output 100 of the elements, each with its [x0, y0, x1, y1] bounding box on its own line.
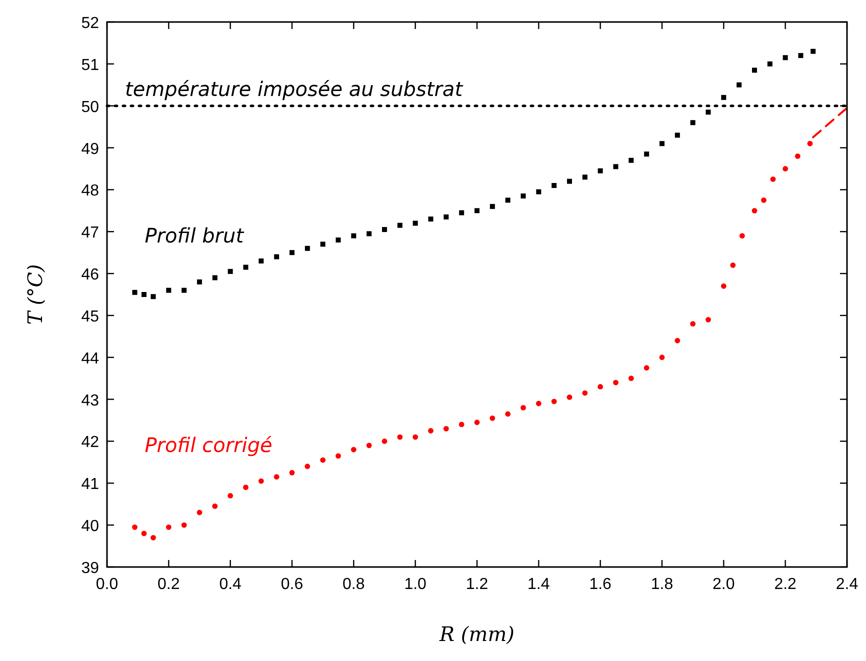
- point: [782, 55, 788, 60]
- point: [752, 68, 757, 73]
- point: [366, 231, 372, 236]
- point: [798, 53, 804, 58]
- point: [150, 294, 156, 300]
- point: [582, 390, 588, 396]
- y-tick-label: 42: [81, 434, 100, 452]
- y-tick-label: 41: [81, 476, 100, 494]
- point: [761, 197, 766, 203]
- point: [366, 442, 372, 448]
- point: [142, 292, 146, 297]
- point: [690, 120, 696, 126]
- point: [150, 534, 156, 540]
- point: [505, 411, 511, 417]
- point: [720, 283, 726, 289]
- point: [752, 208, 758, 214]
- series-label: Profil brut: [144, 223, 245, 248]
- point: [807, 140, 813, 146]
- point: [197, 279, 202, 284]
- point: [551, 398, 557, 404]
- point: [474, 420, 480, 426]
- point: [552, 183, 557, 188]
- point: [628, 158, 634, 163]
- y-tick-label: 47: [81, 224, 100, 242]
- point: [274, 254, 280, 260]
- point: [644, 365, 650, 371]
- point: [628, 376, 634, 382]
- point: [739, 233, 745, 239]
- point: [444, 214, 449, 220]
- y-tick-label: 45: [81, 308, 100, 326]
- point: [228, 493, 234, 498]
- point: [567, 178, 572, 184]
- point: [566, 394, 572, 400]
- point: [428, 216, 434, 222]
- point: [336, 453, 341, 459]
- point: [659, 354, 665, 360]
- y-tick-label: 49: [81, 140, 100, 158]
- point: [706, 316, 711, 322]
- y-tick-label: 51: [81, 56, 100, 74]
- point: [613, 164, 618, 170]
- x-tick-label: 1.4: [528, 576, 550, 593]
- point: [520, 404, 526, 410]
- series-label: Profil corrigé: [144, 433, 272, 458]
- y-tick-label: 48: [81, 182, 100, 200]
- point: [132, 524, 138, 530]
- point: [770, 176, 776, 182]
- point: [351, 233, 356, 238]
- y-tick-label: 39: [81, 560, 100, 577]
- point: [674, 338, 680, 344]
- point: [132, 290, 138, 295]
- point: [397, 434, 403, 440]
- point: [166, 288, 172, 293]
- x-tick-label: 1.0: [404, 576, 427, 593]
- point: [474, 208, 480, 214]
- x-tick-label: 0.0: [96, 576, 118, 593]
- y-tick-label: 46: [81, 266, 100, 284]
- point: [458, 422, 464, 428]
- x-tick-label: 0.4: [219, 576, 242, 593]
- point: [660, 141, 664, 146]
- point: [304, 246, 310, 251]
- point: [243, 264, 248, 270]
- y-tick-label: 44: [81, 350, 100, 368]
- x-tick-label: 0.6: [280, 576, 304, 593]
- y-axis-title: T (°C): [23, 264, 47, 325]
- point: [505, 198, 510, 203]
- point: [536, 189, 542, 194]
- point: [228, 268, 233, 274]
- point: [350, 446, 356, 452]
- point: [810, 48, 816, 54]
- x-tick-label: 2.0: [712, 576, 735, 593]
- point: [412, 220, 418, 226]
- point: [382, 438, 388, 444]
- point: [598, 384, 604, 390]
- point: [598, 168, 603, 174]
- point: [490, 415, 496, 421]
- y-tick-label: 50: [81, 98, 100, 116]
- ref-line-label: température imposée au substrat: [125, 76, 464, 101]
- point: [243, 484, 248, 490]
- point: [674, 132, 680, 138]
- point: [258, 258, 264, 264]
- point: [443, 426, 449, 432]
- point: [520, 193, 526, 198]
- point: [767, 61, 772, 66]
- point: [428, 428, 434, 434]
- point: [730, 262, 736, 268]
- point: [736, 82, 742, 88]
- point: [166, 524, 172, 530]
- point: [794, 153, 800, 159]
- y-tick-label: 40: [81, 518, 100, 536]
- point: [397, 222, 402, 228]
- point: [141, 530, 147, 536]
- point: [613, 380, 618, 386]
- point: [459, 210, 464, 216]
- point: [644, 152, 650, 157]
- x-tick-label: 0.2: [158, 576, 180, 593]
- x-tick-label: 1.8: [650, 576, 674, 593]
- point: [690, 321, 696, 327]
- point: [721, 94, 726, 100]
- point: [212, 504, 218, 509]
- point: [289, 470, 295, 476]
